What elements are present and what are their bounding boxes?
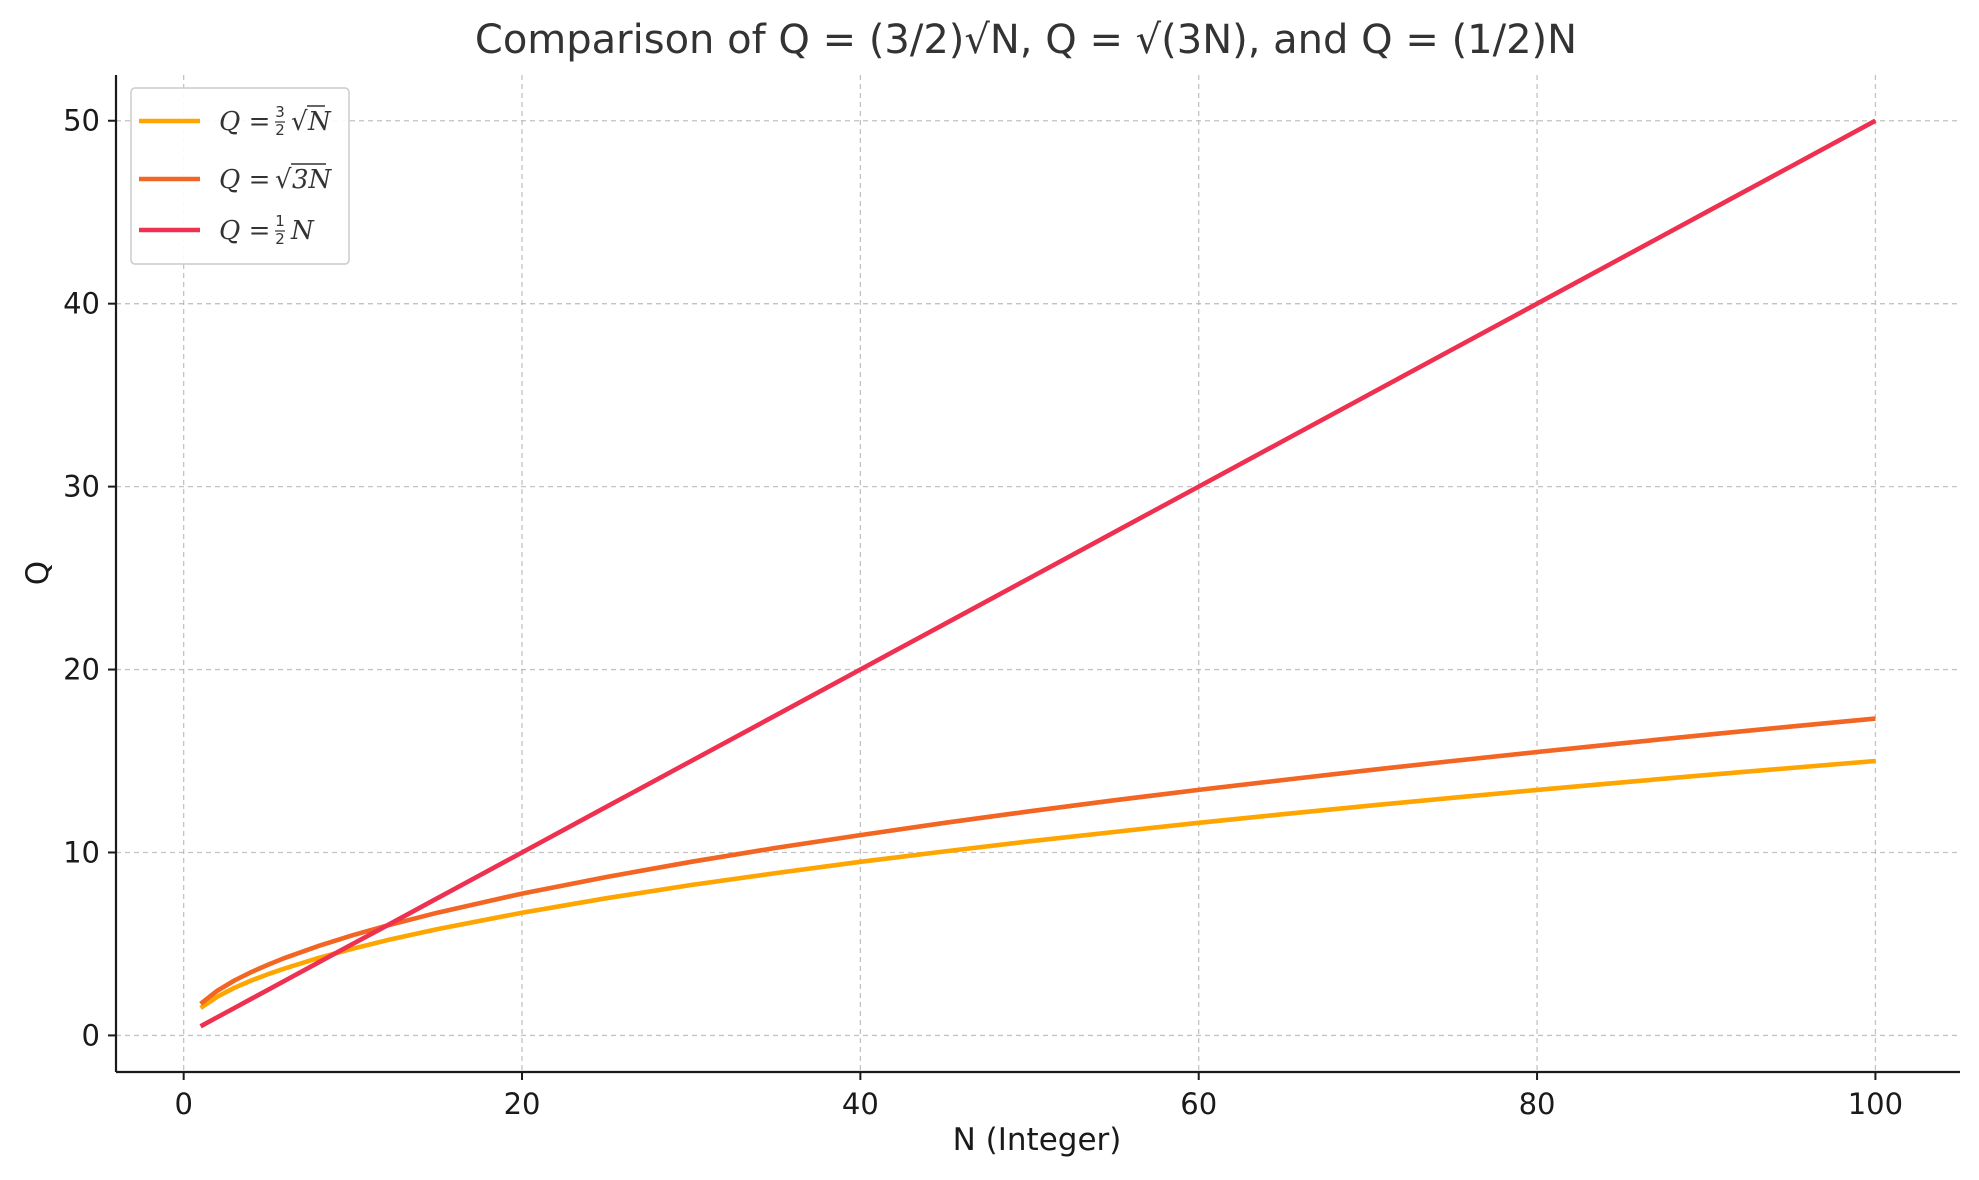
- y-tick-label: 0: [82, 1018, 100, 1052]
- legend-radical: √: [291, 107, 308, 137]
- legend-label: Q =: [219, 216, 270, 246]
- legend-frac-numerator: 1: [275, 212, 285, 230]
- x-axis-label: N (Integer): [953, 1122, 1122, 1158]
- legend-frac-denominator: 2: [275, 121, 285, 139]
- legend-frame: [130, 87, 350, 265]
- legend-radical: √: [275, 165, 292, 195]
- legend-label: Q =: [219, 107, 270, 137]
- legend-arg: 3N: [292, 165, 333, 195]
- axis-ticks: 0 20 40 60 80 100 0 10 20 30 40 50: [63, 104, 1903, 1121]
- y-tick-label: 10: [63, 835, 100, 869]
- legend-frac-numerator: 3: [275, 103, 285, 121]
- legend-item: Q = 32 √ N: [139, 103, 332, 139]
- series-line: [199, 118, 1877, 1029]
- grid: [116, 75, 1960, 1072]
- chart-title: Comparison of Q = (3/2)√N, Q = √(3N), an…: [475, 17, 1577, 63]
- legend-item: Q = √ 3N: [139, 163, 333, 195]
- x-tick-label: 80: [1519, 1087, 1556, 1121]
- x-tick-label: 100: [1848, 1087, 1903, 1121]
- y-axis-label: Q: [20, 561, 56, 585]
- y-tick-label: 40: [63, 287, 100, 321]
- y-tick-label: 30: [63, 470, 100, 504]
- y-tick-label: 20: [63, 653, 100, 687]
- legend-item: Q = 12 N: [139, 212, 315, 248]
- x-tick-label: 40: [842, 1087, 879, 1121]
- x-tick-label: 60: [1180, 1087, 1217, 1121]
- legend-frac-denominator: 2: [275, 230, 285, 248]
- legend: Q = 32 √ NQ = √ 3NQ = 12 N: [130, 87, 350, 265]
- legend-label: Q =: [219, 165, 270, 195]
- series-lines: [199, 118, 1877, 1029]
- x-tick-label: 0: [174, 1087, 192, 1121]
- series-line: [199, 716, 1876, 1006]
- legend-arg: N: [307, 107, 332, 137]
- legend-arg: N: [290, 216, 315, 246]
- series-line: [199, 758, 1876, 1010]
- y-tick-label: 50: [63, 104, 100, 138]
- x-tick-label: 20: [504, 1087, 541, 1121]
